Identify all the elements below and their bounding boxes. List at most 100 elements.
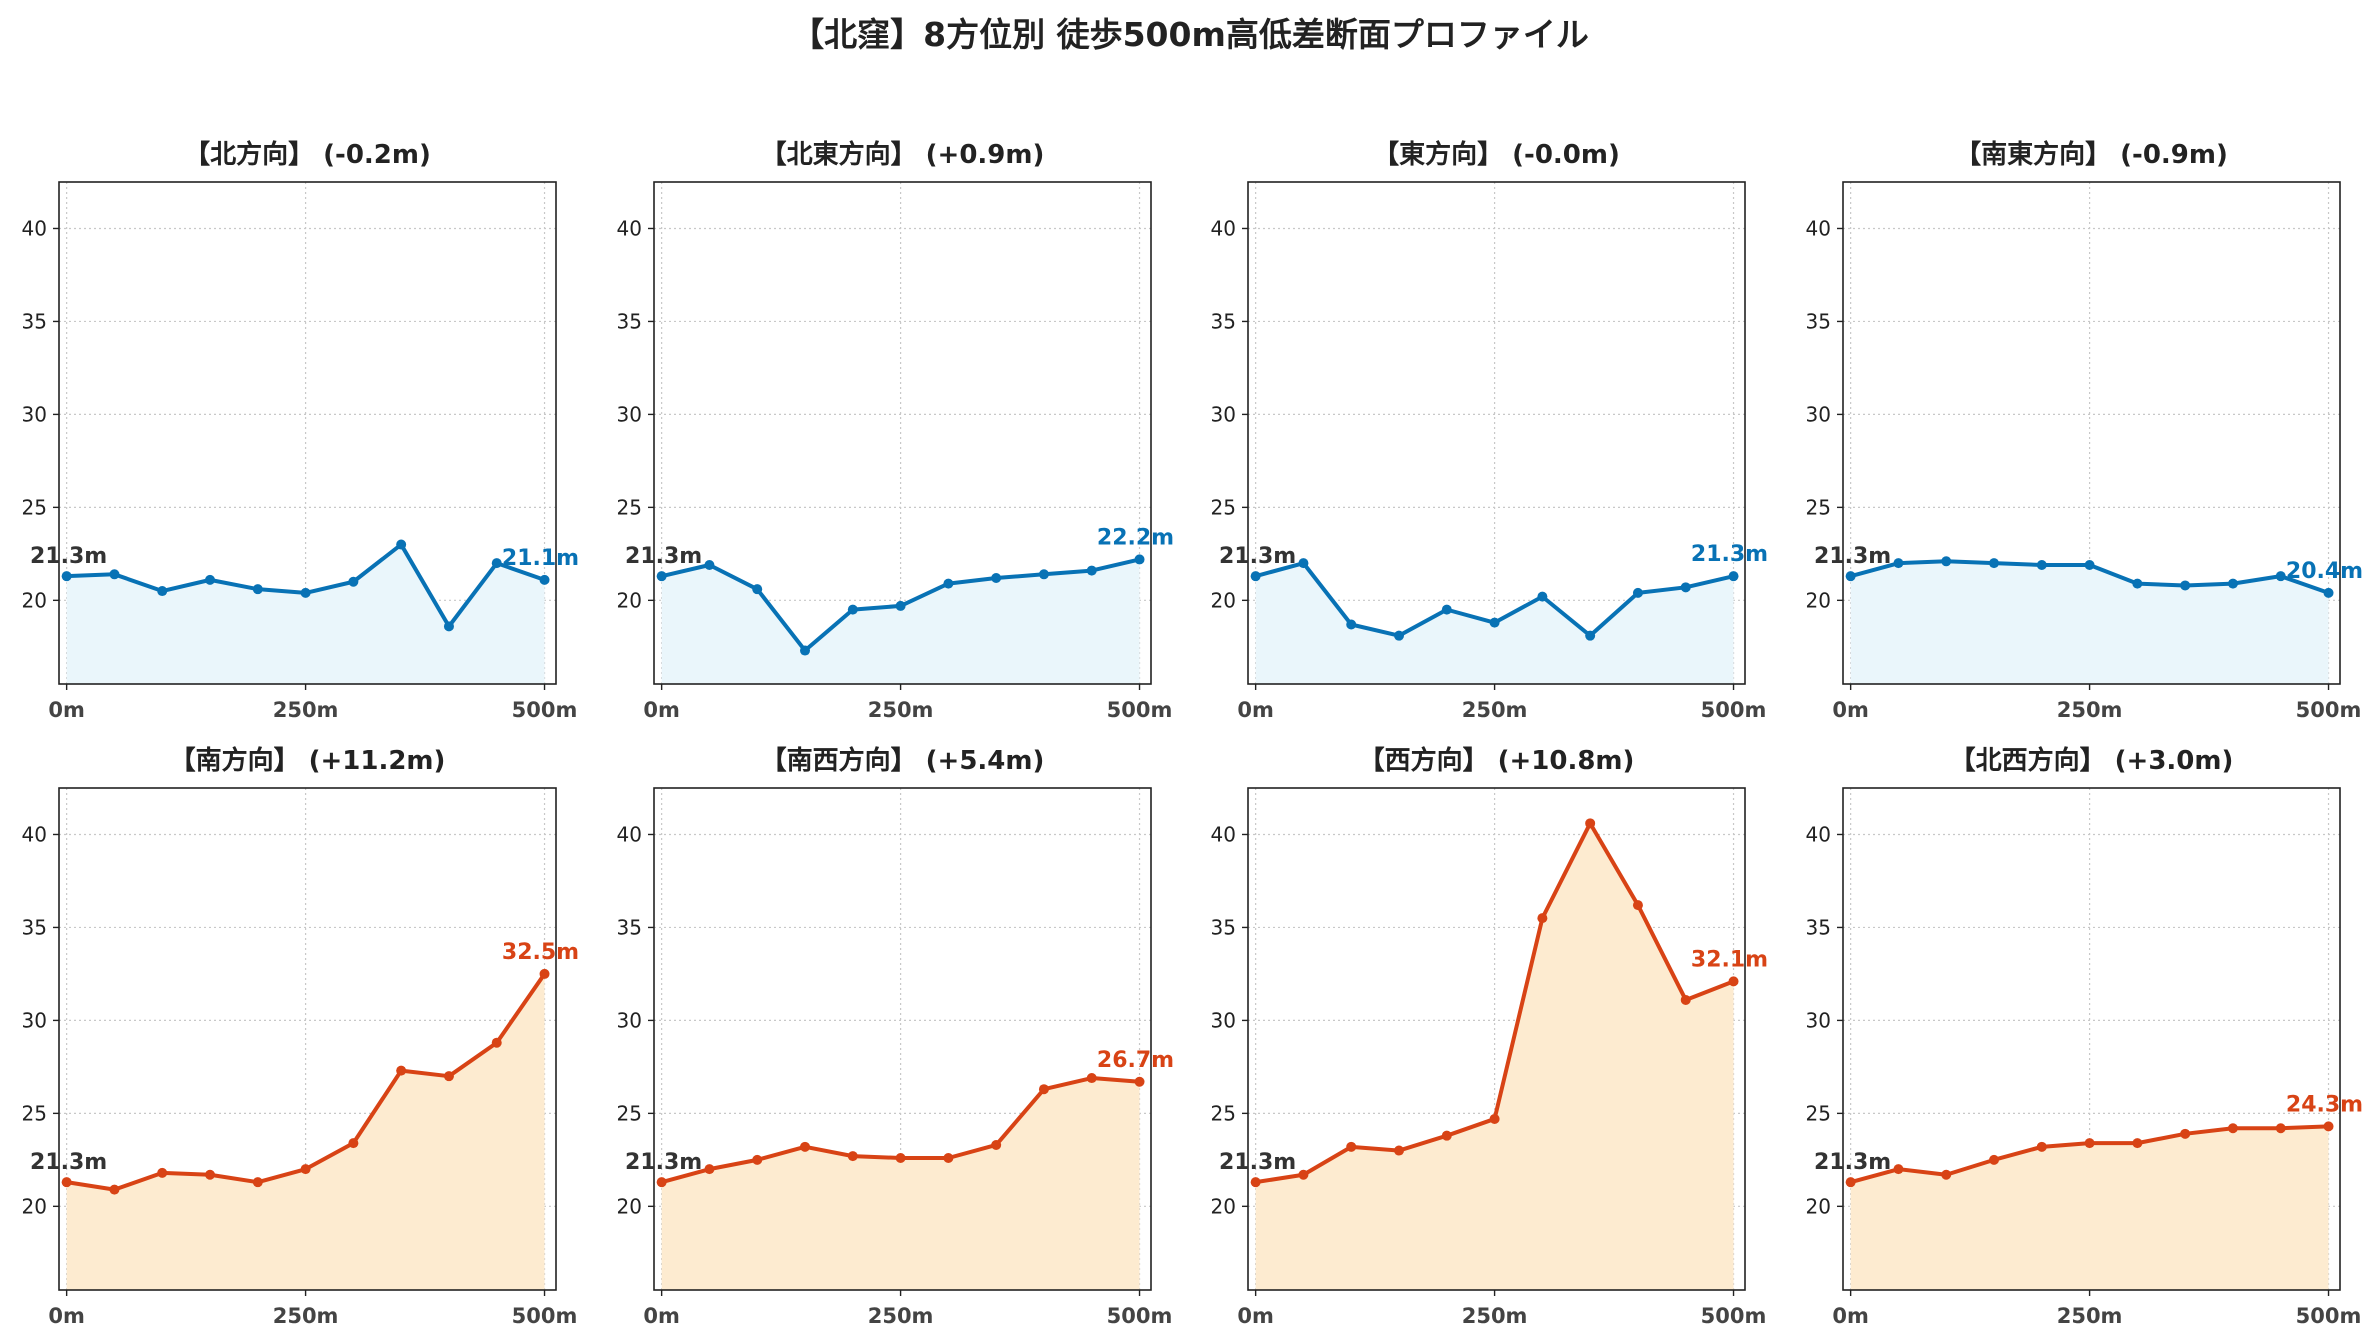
start-value-label: 21.3m [1814,1150,1891,1175]
data-point [895,600,906,611]
x-tick-label: 250m [273,698,339,722]
data-point [539,968,550,979]
subplot-title: 【北西方向】 (+3.0m) [1950,745,2234,776]
data-point [2227,1123,2238,1134]
y-tick-label: 30 [1211,402,1236,426]
data-point [2084,560,2095,571]
y-tick-label: 20 [1806,1194,1831,1218]
data-point [1250,1177,1261,1188]
y-tick-label: 25 [617,495,642,519]
plot-frame [58,787,557,1291]
y-tick-label: 20 [617,588,642,612]
data-point [2084,1138,2095,1149]
data-point [704,1164,715,1175]
plot-frame [58,181,557,685]
y-tick-label: 30 [22,1008,47,1032]
data-point [1989,1154,2000,1165]
y-tick-label: 35 [1211,915,1236,939]
y-tick-label: 20 [22,1194,47,1218]
y-tick-label: 20 [617,1194,642,1218]
data-point [1585,818,1596,829]
data-point [1346,1141,1357,1152]
start-value-label: 21.3m [1814,544,1891,569]
end-value-label: 20.4m [2286,559,2363,584]
data-point [1680,994,1691,1005]
data-point [1941,556,1952,567]
data-point [2323,587,2334,598]
subplot-title: 【北方向】 (-0.2m) [184,139,431,170]
end-value-label: 22.2m [1097,525,1174,550]
subplot-4: 【南東方向】 (-0.9m) 20 25 30 35 40 0m 250m 500m 21.3m 2… [1806,139,2364,722]
y-tick-label: 40 [22,216,47,240]
y-tick-label: 20 [1211,1194,1236,1218]
end-value-label: 24.3m [2286,1092,2363,1117]
data-point [704,560,715,571]
start-value-label: 21.3m [30,544,107,569]
y-tick-label: 20 [1211,588,1236,612]
y-tick-label: 25 [1211,1101,1236,1125]
data-point [2132,578,2143,589]
x-tick-label: 500m [512,1304,578,1328]
data-point [1134,554,1145,565]
data-point [109,569,120,580]
subplot-7: 【西方向】 (+10.8m) 20 25 30 35 40 0m 250m 500m 21.3m 3… [1211,745,1769,1328]
subplot-5: 【南方向】 (+11.2m) 20 25 30 35 40 0m 250m 500m 21.3m 3… [22,745,580,1328]
data-point [252,1177,263,1188]
data-point [2036,560,2047,571]
y-tick-label: 35 [1806,309,1831,333]
data-point [300,587,311,598]
end-value-label: 21.1m [502,546,579,571]
data-point [1394,630,1405,641]
data-point [1632,900,1643,911]
data-point [991,573,1002,584]
data-point [157,586,168,597]
y-tick-label: 35 [617,915,642,939]
data-point [943,578,954,589]
x-tick-label: 500m [1701,698,1767,722]
data-point [1728,571,1739,582]
area-fill [66,544,545,684]
y-tick-label: 40 [1211,822,1236,846]
y-tick-label: 25 [1806,495,1831,519]
data-point [157,1167,168,1178]
end-value-label: 32.1m [1691,947,1768,972]
data-point [895,1152,906,1163]
data-point [991,1139,1002,1150]
end-value-label: 32.5m [502,940,579,965]
subplot-1: 【北方向】 (-0.2m) 20 25 30 35 40 0m 250m 500m 21.3m 21… [22,139,580,722]
end-value-label: 26.7m [1097,1048,1174,1073]
subplot-6: 【南西方向】 (+5.4m) 20 25 30 35 40 0m 250m 500m 21.3m 2… [617,745,1175,1328]
data-point [1845,571,1856,582]
data-point [800,645,811,656]
data-point [252,584,263,595]
subplot-title: 【西方向】 (+10.8m) [1359,745,1635,776]
y-tick-label: 40 [22,822,47,846]
data-point [2227,578,2238,589]
subplot-2: 【北東方向】 (+0.9m) 20 25 30 35 40 0m 250m 500m 21.3m 2… [617,139,1175,722]
subplot-title: 【南方向】 (+11.2m) [170,745,446,776]
y-tick-label: 30 [1806,402,1831,426]
data-point [943,1152,954,1163]
start-value-label: 21.3m [1219,1150,1296,1175]
x-tick-label: 250m [868,1304,934,1328]
end-value-label: 21.3m [1691,542,1768,567]
data-point [491,1037,502,1048]
data-point [205,1169,216,1180]
y-tick-label: 25 [1211,495,1236,519]
data-point [1038,1084,1049,1095]
y-tick-label: 25 [1806,1101,1831,1125]
data-point [396,539,407,550]
x-tick-label: 0m [1237,698,1274,722]
x-tick-label: 0m [1237,1304,1274,1328]
data-point [1893,558,1904,569]
x-tick-label: 0m [1832,698,1869,722]
data-point [752,584,763,595]
data-point [1086,565,1097,576]
x-tick-label: 500m [1107,1304,1173,1328]
data-point [300,1164,311,1175]
start-value-label: 21.3m [625,1150,702,1175]
data-point [1537,591,1548,602]
x-tick-label: 0m [1832,1304,1869,1328]
y-tick-label: 30 [22,402,47,426]
